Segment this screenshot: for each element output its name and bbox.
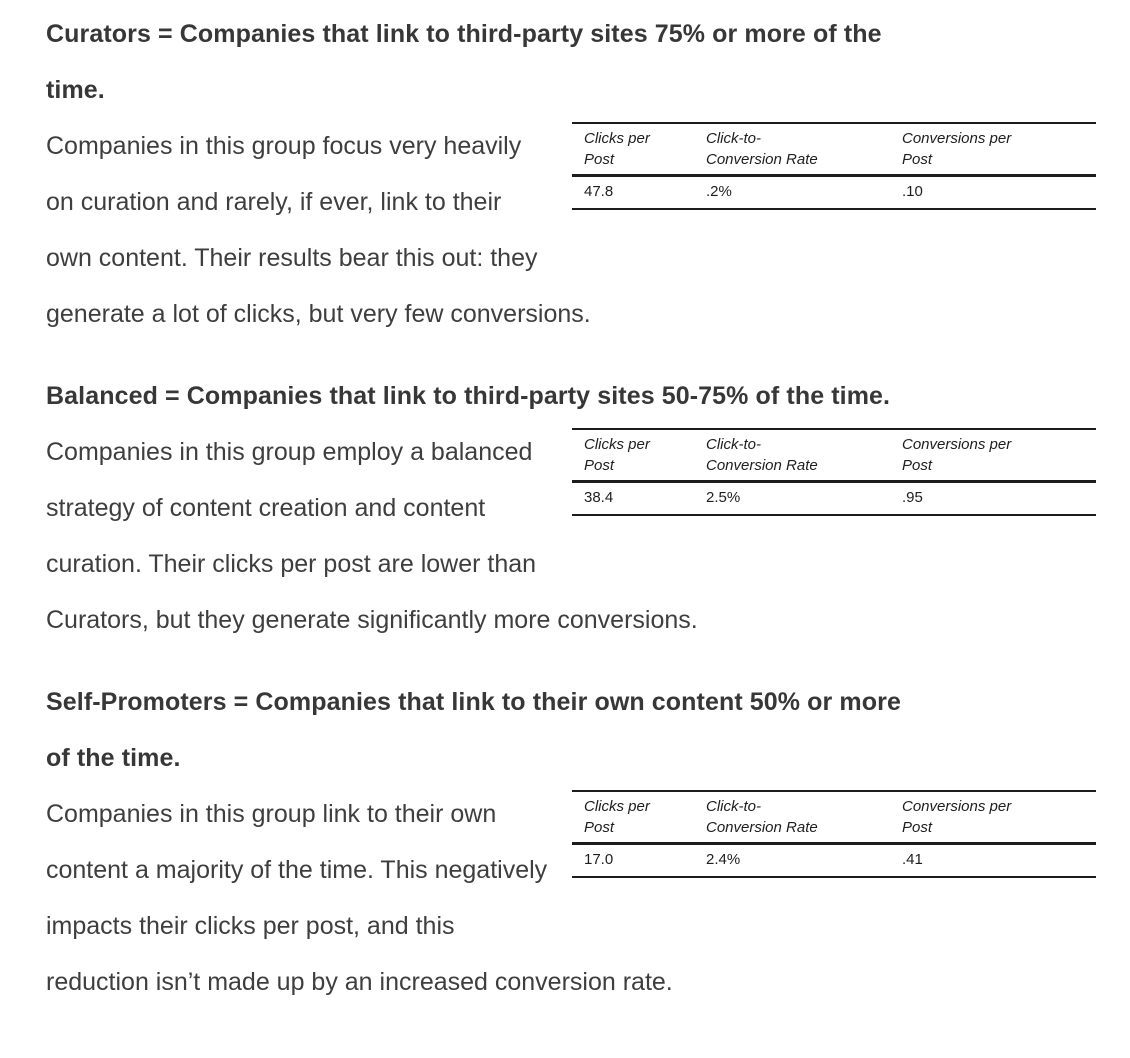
table-header-click-to-conversion-rate: Click-to- Conversion Rate — [694, 429, 890, 483]
metrics-table: Clicks per Post Click-to- Conversion Rat… — [572, 790, 1096, 878]
section-heading: Self-Promoters = Companies that link to … — [46, 688, 901, 772]
section-body: Companies in this group focus very heavi… — [46, 132, 591, 328]
section-balanced: Balanced = Companies that link to third-… — [46, 368, 1096, 648]
section-heading: Curators = Companies that link to third-… — [46, 20, 882, 104]
table-header-conversions-per-post: Conversions per Post — [890, 123, 1096, 177]
value-clicks-per-post: 38.4 — [584, 489, 614, 506]
value-clicks-per-post: 47.8 — [584, 183, 614, 200]
metrics-table: Clicks per Post Click-to- Conversion Rat… — [572, 122, 1096, 210]
value-conversions-per-post: .95 — [902, 489, 923, 506]
metrics-table-curators: Clicks per Post Click-to- Conversion Rat… — [572, 122, 1096, 210]
value-conversions-per-post: .10 — [902, 183, 923, 200]
value-conversions-per-post: .41 — [902, 851, 923, 868]
section-heading: Balanced = Companies that link to third-… — [46, 382, 891, 410]
value-clicks-per-post: 17.0 — [584, 851, 614, 868]
table-header-conversions-per-post: Conversions per Post — [890, 429, 1096, 483]
table-header-click-to-conversion-rate: Click-to- Conversion Rate — [694, 791, 890, 845]
table-header-row: Clicks per Post Click-to- Conversion Rat… — [572, 429, 1096, 483]
table-value-row: 47.8 .2% .10 — [572, 176, 1096, 210]
table-header-row: Clicks per Post Click-to- Conversion Rat… — [572, 791, 1096, 845]
table-header-clicks-per-post: Clicks per Post — [572, 791, 694, 845]
table-header-row: Clicks per Post Click-to- Conversion Rat… — [572, 123, 1096, 177]
section-body: Companies in this group link to their ow… — [46, 800, 673, 996]
table-header-clicks-per-post: Clicks per Post — [572, 429, 694, 483]
table-value-row: 38.4 2.5% .95 — [572, 482, 1096, 516]
table-value-row: 17.0 2.4% .41 — [572, 844, 1096, 878]
value-click-to-conversion-rate: 2.4% — [706, 851, 741, 868]
table-header-click-to-conversion-rate: Click-to- Conversion Rate — [694, 123, 890, 177]
section-curators: Curators = Companies that link to third-… — [46, 6, 1096, 342]
metrics-table-self-promoters: Clicks per Post Click-to- Conversion Rat… — [572, 790, 1096, 878]
value-click-to-conversion-rate: 2.5% — [706, 489, 741, 506]
value-click-to-conversion-rate: .2% — [706, 183, 732, 200]
article-page: Curators = Companies that link to third-… — [46, 6, 1096, 1010]
table-header-conversions-per-post: Conversions per Post — [890, 791, 1096, 845]
metrics-table: Clicks per Post Click-to- Conversion Rat… — [572, 428, 1096, 516]
table-header-clicks-per-post: Clicks per Post — [572, 123, 694, 177]
section-self-promoters: Self-Promoters = Companies that link to … — [46, 674, 1096, 1010]
section-body: Companies in this group employ a balance… — [46, 438, 698, 634]
metrics-table-balanced: Clicks per Post Click-to- Conversion Rat… — [572, 428, 1096, 516]
